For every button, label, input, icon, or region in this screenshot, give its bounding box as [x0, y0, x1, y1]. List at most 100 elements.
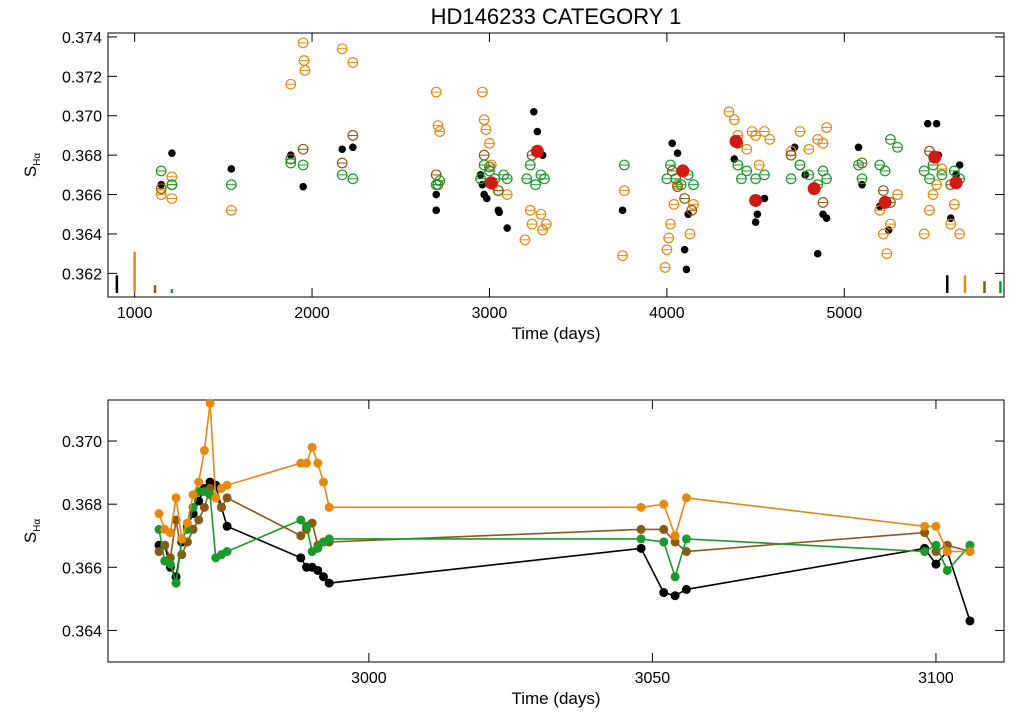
- x-tick-label: 4000: [649, 305, 685, 322]
- red-mean-marker: [729, 134, 743, 148]
- orange-data-point: [154, 509, 164, 519]
- orange-data-point: [182, 518, 192, 528]
- y-tick-label: 0.362: [62, 266, 102, 283]
- black-data-point: [222, 521, 232, 531]
- black-data-point: [670, 591, 680, 601]
- black-filled-marker: [349, 143, 357, 152]
- red-mean-marker: [878, 195, 892, 209]
- orange-data-point: [965, 547, 975, 557]
- green-data-point: [301, 521, 311, 531]
- black-filled-marker: [157, 180, 166, 189]
- brown-data-point: [670, 537, 680, 547]
- y-tick-label: 0.368: [62, 148, 102, 165]
- y-tick-label: 0.364: [62, 623, 102, 640]
- black-filled-marker: [854, 143, 863, 152]
- y-tick-label: 0.372: [62, 69, 102, 86]
- y-tick-label: 0.370: [62, 434, 102, 451]
- brown-data-point: [920, 528, 930, 538]
- black-filled-marker: [338, 145, 347, 154]
- green-data-point: [965, 540, 975, 550]
- x-tick-label: 5000: [827, 305, 863, 322]
- red-mean-marker: [928, 150, 942, 164]
- black-filled-marker: [286, 151, 295, 159]
- green-data-point: [222, 547, 232, 557]
- black-data-point: [965, 616, 975, 626]
- green-data-point: [171, 578, 181, 588]
- orange-data-point: [199, 446, 209, 456]
- black-data-point: [931, 559, 941, 569]
- green-data-point: [296, 515, 306, 525]
- orange-data-point: [931, 521, 941, 531]
- black-data-point: [636, 543, 646, 553]
- y-tick-label: 0.368: [62, 497, 102, 514]
- black-series-line: [159, 481, 971, 622]
- plot-frame: [107, 399, 1005, 663]
- y-tick-label: 0.370: [62, 109, 102, 126]
- bottom-panel: 3000 3050 3100 0.364 0.366 0.368 0.370 Time (da…: [21, 398, 1005, 708]
- green-data-point: [670, 572, 680, 582]
- green-series-line: [158, 490, 971, 584]
- black-filled-marker: [476, 171, 485, 179]
- black-filled-marker: [299, 182, 307, 191]
- black-filled-marker: [432, 206, 441, 215]
- black-filled-marker: [495, 208, 504, 217]
- red-mean-marker: [949, 176, 963, 190]
- green-data-point: [313, 543, 323, 553]
- black-data-point: [659, 588, 669, 598]
- green-data-point: [636, 534, 646, 544]
- orange-data-point: [177, 534, 187, 544]
- x-axis-label: Time (days): [511, 324, 600, 343]
- orange-data-point: [165, 528, 175, 538]
- orange-data-point: [205, 398, 215, 408]
- black-data-point: [296, 553, 306, 563]
- black-filled-marker: [668, 139, 677, 148]
- black-filled-marker: [753, 210, 762, 219]
- orange-data-point: [636, 502, 646, 512]
- green-data-point: [324, 534, 334, 544]
- black-filled-marker: [932, 119, 941, 128]
- green-data-point: [942, 565, 952, 575]
- orange-data-point: [942, 547, 952, 557]
- orange-data-point: [307, 442, 317, 452]
- green-data-point: [681, 534, 691, 544]
- black-filled-marker: [533, 127, 542, 136]
- red-mean-marker: [676, 164, 690, 178]
- black-filled-marker: [432, 190, 441, 199]
- orange-data-point: [659, 499, 669, 509]
- orange-data-point: [194, 477, 204, 487]
- brown-data-point: [154, 547, 164, 557]
- orange-data-point: [318, 477, 328, 487]
- black-filled-marker: [813, 249, 822, 258]
- black-data-point: [324, 578, 334, 588]
- orange-data-point: [681, 493, 691, 503]
- orange-data-point: [920, 521, 930, 531]
- x-axis-label: Time (days): [511, 689, 600, 708]
- y-tick-label: 0.366: [62, 188, 102, 205]
- brown-data-point: [216, 502, 226, 512]
- orange-data-point: [670, 531, 680, 541]
- black-filled-marker: [822, 214, 831, 222]
- orange-data-point: [211, 493, 221, 503]
- orange-data-point: [301, 458, 311, 468]
- brown-data-point: [636, 524, 646, 534]
- black-filled-marker: [618, 206, 627, 215]
- y-tick-label: 0.374: [62, 30, 102, 47]
- black-filled-marker: [682, 265, 691, 274]
- brown-data-point: [681, 547, 691, 557]
- black-filled-marker: [923, 119, 932, 128]
- green-data-point: [659, 537, 669, 547]
- y-axis-label: SHα: [21, 519, 43, 544]
- brown-data-point: [659, 524, 669, 534]
- chart-title: HD146233 CATEGORY 1: [431, 4, 682, 29]
- black-filled-marker: [530, 108, 538, 116]
- black-filled-marker: [673, 149, 682, 157]
- black-filled-marker: [503, 224, 512, 232]
- brown-data-point: [199, 502, 209, 512]
- black-filled-marker: [680, 245, 689, 254]
- green-data-point: [165, 559, 175, 569]
- x-tick-label: 2000: [294, 305, 330, 322]
- green-data-point: [920, 547, 930, 557]
- black-filled-marker: [478, 180, 487, 189]
- red-mean-marker: [484, 176, 498, 190]
- orange-data-point: [171, 493, 181, 503]
